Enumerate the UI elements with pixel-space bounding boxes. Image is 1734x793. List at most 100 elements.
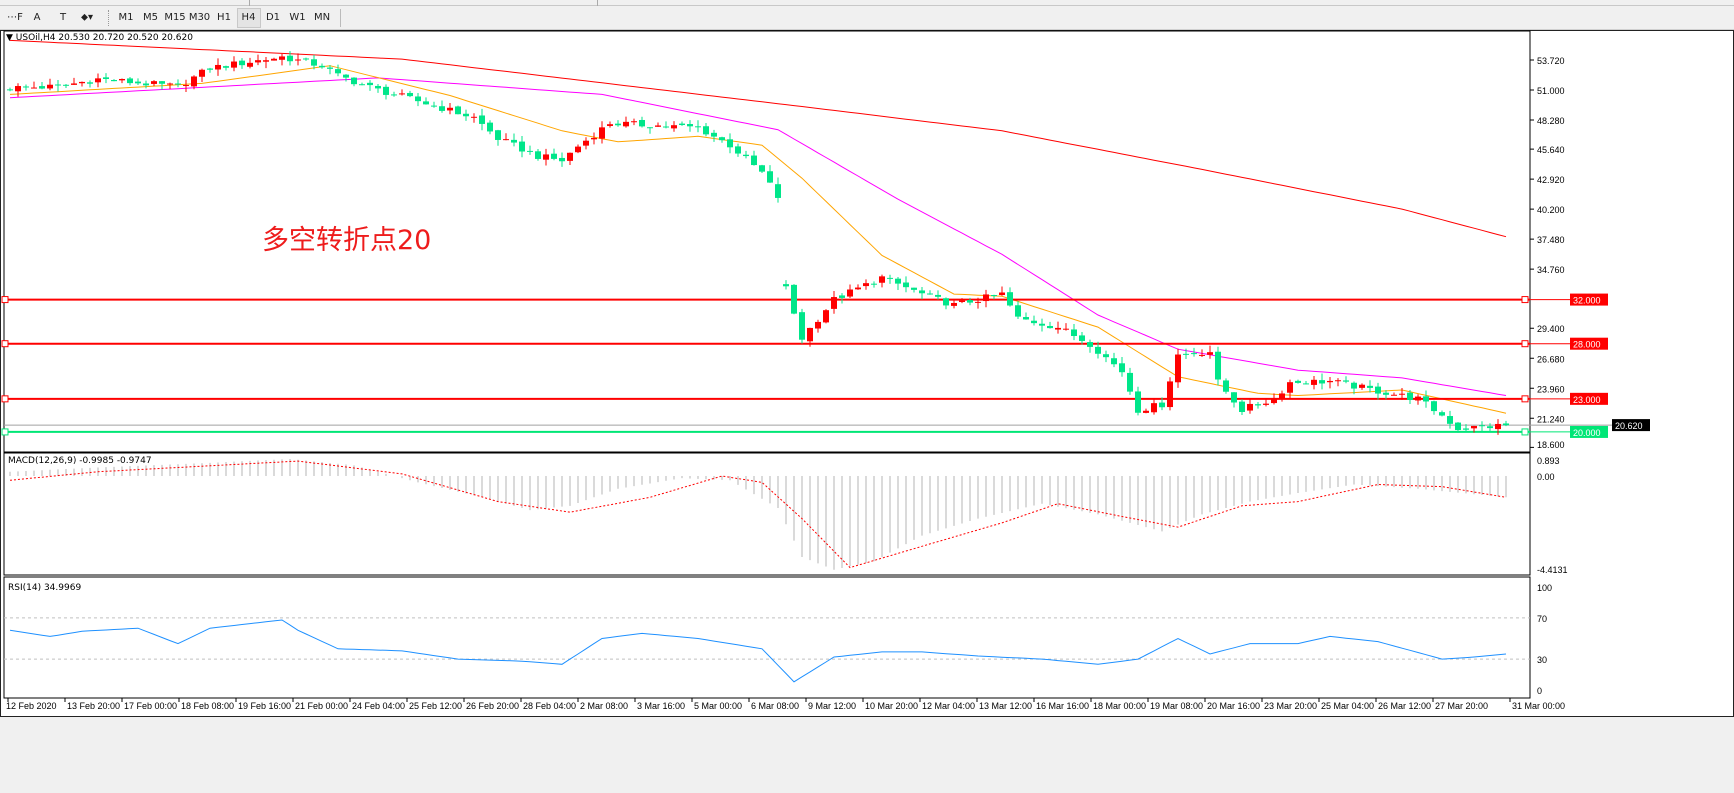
candle	[439, 100, 445, 113]
candle-body	[295, 59, 301, 61]
candle-body	[999, 292, 1005, 296]
time-tick-label: 2 Mar 08:00	[580, 701, 628, 711]
rsi-tick-label: 70	[1537, 614, 1547, 624]
period-m15-button[interactable]: M15	[164, 12, 186, 23]
candle-body	[1319, 380, 1325, 384]
candle	[767, 165, 773, 183]
candle-body	[375, 85, 381, 89]
candle	[71, 77, 77, 85]
period-w1-button[interactable]: W1	[289, 12, 306, 23]
candle-body	[1063, 328, 1069, 330]
candle	[1471, 425, 1477, 433]
period-h1-button[interactable]: H1	[217, 12, 231, 23]
candle-body	[607, 124, 613, 126]
candle	[967, 297, 973, 306]
candle	[1183, 348, 1189, 359]
candle	[1503, 420, 1509, 427]
grid-f-icon[interactable]: ⋯F	[7, 12, 23, 23]
candle	[543, 148, 549, 166]
candle-body	[223, 66, 229, 68]
annotation-text[interactable]: 多空转折点20	[262, 225, 432, 256]
candle-body	[535, 151, 541, 159]
candle-body	[1367, 385, 1373, 388]
candle	[279, 53, 285, 66]
candle-body	[663, 126, 669, 128]
candle	[607, 121, 613, 128]
period-m5-button[interactable]: M5	[143, 12, 158, 23]
candle	[119, 78, 125, 84]
text-label-icon[interactable]: T	[59, 12, 67, 23]
macd-pane	[3, 452, 1531, 576]
candle	[1487, 423, 1493, 433]
chart-header: ▼ USOil,H4 20.530 20.720 20.520 20.620	[6, 33, 193, 43]
candle	[1495, 419, 1501, 435]
candle	[647, 127, 653, 134]
candle-body	[1015, 305, 1021, 317]
candle-body	[127, 78, 133, 84]
candle	[1119, 357, 1125, 377]
period-h4-button[interactable]: H4	[236, 8, 261, 28]
candle	[1239, 399, 1245, 415]
candle-body	[775, 184, 781, 198]
candle	[1255, 401, 1261, 409]
candle-body	[279, 56, 285, 60]
candle	[615, 120, 621, 127]
candle-body	[1351, 382, 1357, 389]
candle	[1015, 301, 1021, 319]
level-price-tag	[1570, 337, 1608, 350]
candle-body	[1431, 401, 1437, 412]
candle	[159, 80, 165, 90]
candle-body	[1207, 352, 1213, 355]
candle-body	[239, 60, 245, 66]
time-tick-label: 19 Mar 08:00	[1150, 701, 1203, 711]
candle	[903, 276, 909, 293]
candle-body	[983, 294, 989, 302]
candle	[831, 291, 837, 314]
time-tick-label: 27 Mar 20:00	[1435, 701, 1488, 711]
candle	[815, 319, 821, 333]
candle	[311, 54, 317, 70]
candle	[495, 129, 501, 146]
time-tick-label: 26 Feb 20:00	[466, 701, 519, 711]
candle-body	[167, 83, 173, 85]
period-m30-button[interactable]: M30	[188, 12, 211, 23]
candle	[975, 297, 981, 309]
candle	[519, 135, 525, 158]
candle	[167, 82, 173, 90]
candle	[1335, 378, 1341, 387]
current-price-label: 20.620	[1615, 421, 1643, 431]
toolbar-grip[interactable]	[108, 10, 111, 26]
candle-body	[799, 312, 805, 340]
candle-body	[815, 321, 821, 329]
time-tick-label: 9 Mar 12:00	[808, 701, 856, 711]
candle-body	[351, 77, 357, 85]
candle-body	[7, 89, 13, 91]
arrows-icon[interactable]: ⬥▾	[80, 12, 94, 23]
level-price-label: 23.000	[1573, 395, 1601, 405]
candle-body	[1055, 327, 1061, 330]
candle	[1327, 377, 1333, 389]
candle	[1279, 390, 1285, 402]
level-handle-left	[1, 428, 9, 436]
period-mn-button[interactable]: MN	[313, 12, 331, 23]
text-a-icon[interactable]: A	[33, 12, 41, 23]
period-d1-button[interactable]: D1	[265, 12, 281, 23]
candle-body	[1327, 380, 1333, 383]
candle-body	[383, 86, 389, 95]
chart-window[interactable]	[0, 30, 1734, 717]
candle-body	[1335, 380, 1341, 382]
candle	[375, 83, 381, 93]
period-m1-button[interactable]: M1	[118, 12, 134, 23]
candle-body	[199, 69, 205, 77]
candle	[39, 81, 45, 90]
candle	[1039, 318, 1045, 332]
candle	[871, 281, 877, 288]
dropdown-triangle-icon[interactable]: ▼	[6, 33, 13, 43]
candle	[863, 279, 869, 290]
candle	[575, 144, 581, 154]
candle	[447, 103, 453, 115]
level-price-label: 28.000	[1573, 340, 1601, 350]
time-tick-label: 24 Feb 04:00	[352, 701, 405, 711]
candle-body	[431, 105, 437, 107]
